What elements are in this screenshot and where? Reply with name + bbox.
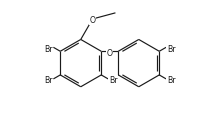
Text: Br: Br	[167, 76, 175, 85]
Text: O: O	[107, 48, 113, 57]
Text: Br: Br	[44, 44, 53, 53]
Text: Br: Br	[44, 76, 53, 85]
Text: Br: Br	[167, 44, 175, 53]
Text: O: O	[90, 16, 95, 25]
Text: Br: Br	[109, 76, 117, 85]
